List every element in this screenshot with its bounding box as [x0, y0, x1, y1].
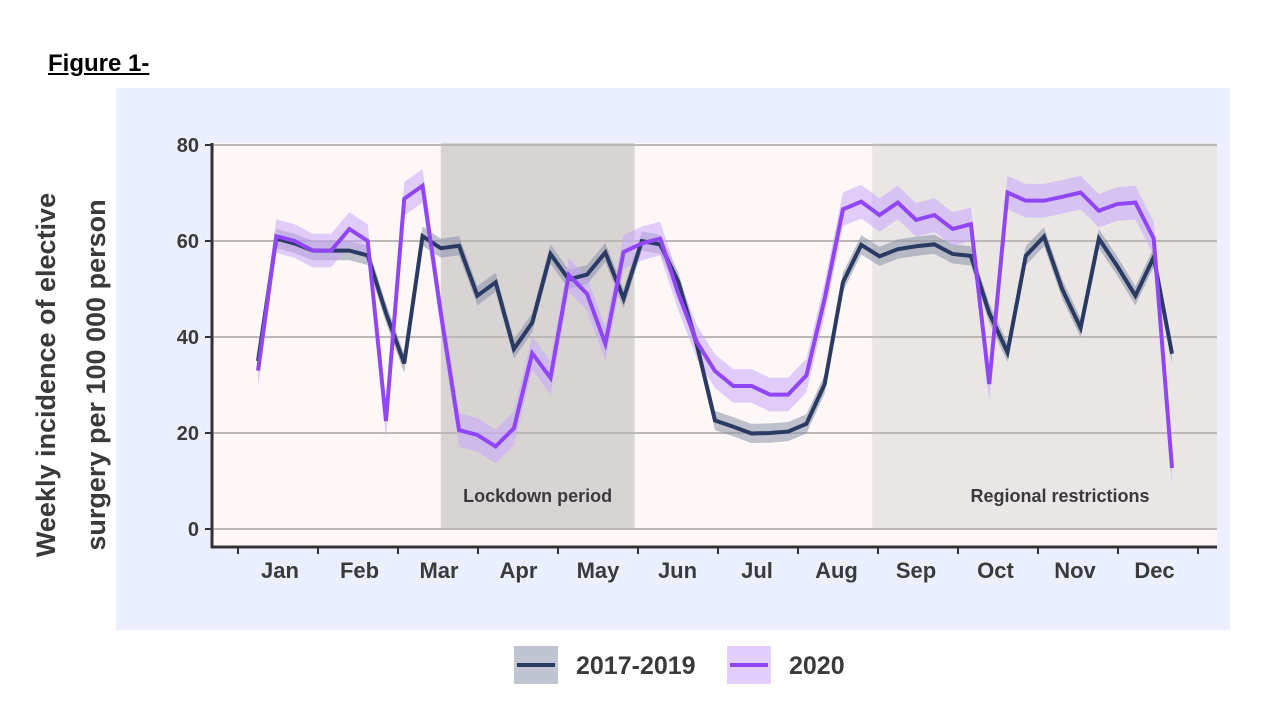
y-tick-label-40: 40 — [177, 327, 199, 349]
x-tick-label-nov: Nov — [1054, 558, 1096, 583]
legend-item-2017-2019: 2017-2019 — [514, 646, 696, 684]
y-tick-label-60: 60 — [177, 231, 199, 253]
y-tick-label-80: 80 — [177, 135, 199, 157]
x-tick-label-jan: Jan — [261, 558, 299, 583]
x-tick-label-apr: Apr — [500, 558, 538, 583]
ci-band-2020 — [258, 169, 1172, 485]
legend-item-2020: 2020 — [727, 646, 845, 684]
x-tick-label-dec: Dec — [1134, 558, 1174, 583]
legend: 2017-2019 2020 — [514, 646, 845, 684]
y-axis-title-line-1: Weekly incidence of elective — [31, 193, 61, 557]
x-tick-label-jul: Jul — [741, 558, 773, 583]
x-tick-label-sep: Sep — [896, 558, 936, 583]
legend-label-2017-2019: 2017-2019 — [576, 652, 696, 680]
ci-band-2017-2019 — [258, 226, 1172, 444]
x-tick-label-oct: Oct — [977, 558, 1014, 583]
figure-title: Figure 1- — [48, 50, 150, 77]
annotation-label-0: Lockdown period — [463, 486, 612, 506]
x-tick-label-jun: Jun — [658, 558, 697, 583]
x-tick-label-aug: Aug — [815, 558, 858, 583]
x-tick-label-may: May — [577, 558, 621, 583]
annotation-label-1: Regional restrictions — [970, 486, 1149, 506]
y-tick-label-0: 0 — [188, 519, 199, 541]
y-axis-title-line-2: surgery per 100 000 person — [81, 199, 111, 550]
x-tick-label-feb: Feb — [340, 558, 379, 583]
y-tick-label-20: 20 — [177, 423, 199, 445]
legend-label-2020: 2020 — [789, 652, 845, 680]
x-tick-label-mar: Mar — [419, 558, 459, 583]
